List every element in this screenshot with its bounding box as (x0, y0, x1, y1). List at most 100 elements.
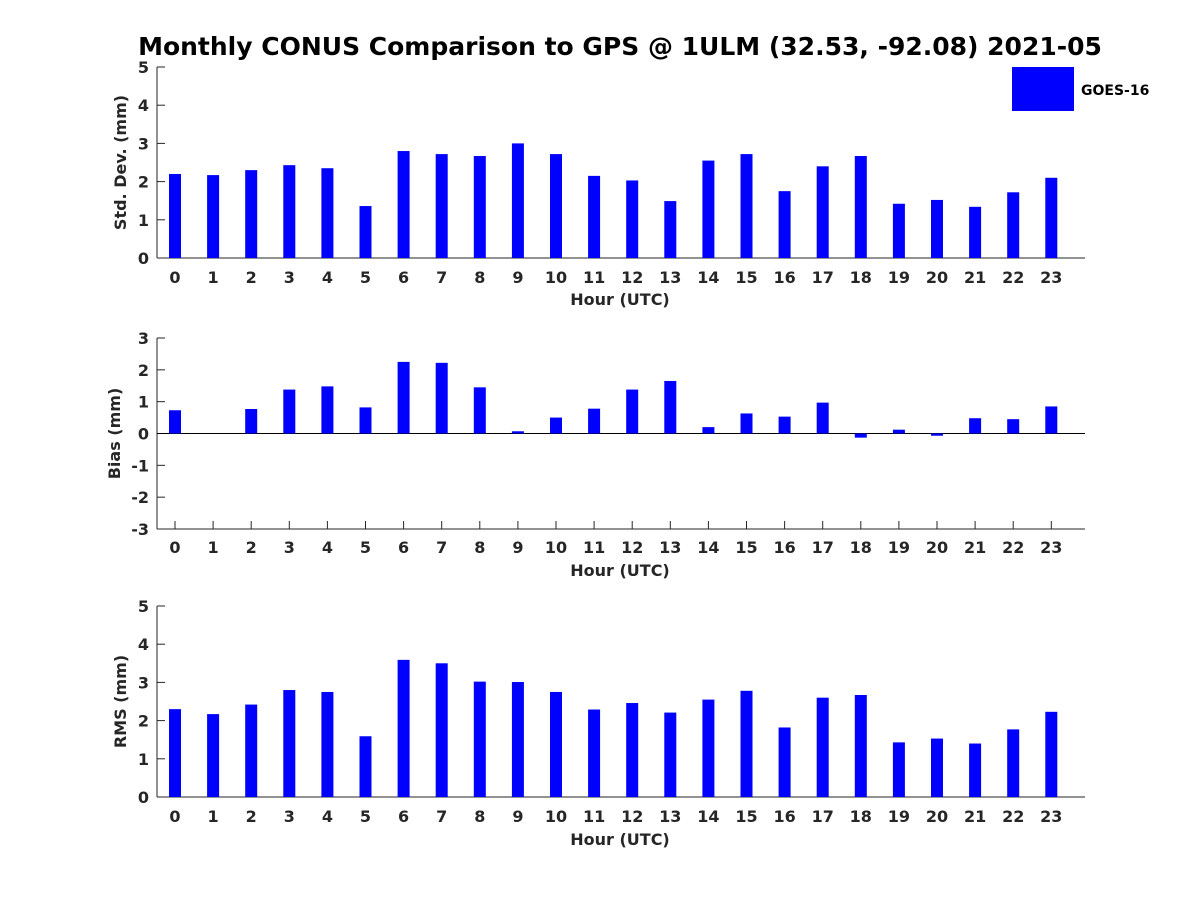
chart-title: Monthly CONUS Comparison to GPS @ 1ULM (… (138, 32, 1102, 61)
bar-hour-21 (969, 743, 982, 797)
x-tick-label: 5 (360, 538, 371, 557)
x-tick-label: 19 (888, 538, 910, 557)
y-tick-label: 1 (138, 393, 149, 412)
x-tick-label: 15 (735, 538, 757, 557)
x-tick-label: 13 (659, 807, 681, 826)
y-tick-label: 3 (138, 673, 149, 692)
y-axis-label: Bias (mm) (105, 388, 124, 480)
x-tick-label: 1 (208, 807, 219, 826)
x-tick-label: 20 (926, 807, 948, 826)
bar-hour-21 (969, 418, 982, 434)
bar-hour-11 (588, 175, 601, 258)
y-tick-label: 1 (138, 211, 149, 230)
x-tick-label: 18 (850, 807, 872, 826)
x-tick-label: 2 (246, 807, 257, 826)
y-tick-label: 3 (138, 329, 149, 348)
bar-hour-14 (702, 427, 715, 434)
bar-hour-14 (702, 160, 715, 258)
bar-hour-4 (321, 691, 334, 797)
bar-hour-10 (550, 691, 562, 797)
x-tick-label: 3 (284, 807, 295, 826)
y-tick-label: 2 (138, 361, 149, 380)
x-tick-label: 9 (512, 538, 523, 557)
legend-label: GOES-16 (1081, 83, 1149, 99)
bar-hour-12 (626, 389, 639, 434)
y-tick-label: 0 (138, 425, 149, 444)
x-tick-label: 1 (208, 268, 219, 287)
x-tick-label: 12 (621, 807, 643, 826)
x-tick-label: 13 (659, 268, 681, 287)
x-tick-label: 5 (360, 268, 371, 287)
bar-hour-6 (397, 361, 410, 434)
x-tick-label: 16 (773, 807, 795, 826)
x-tick-label: 16 (773, 538, 795, 557)
x-tick-label: 11 (583, 268, 605, 287)
y-tick-label: 5 (138, 58, 149, 77)
x-tick-label: 9 (512, 268, 523, 287)
bar-hour-18 (854, 433, 867, 438)
legend: GOES-16 (1012, 67, 1149, 111)
bar-hour-3 (283, 690, 296, 797)
bar-hour-2 (245, 170, 258, 258)
bar-hour-20 (931, 738, 943, 797)
y-axis-label: Std. Dev. (mm) (111, 95, 130, 230)
x-tick-label: 14 (697, 268, 719, 287)
x-tick-label: 7 (436, 268, 447, 287)
x-tick-label: 14 (697, 538, 719, 557)
x-tick-label: 12 (621, 538, 643, 557)
x-tick-label: 19 (888, 807, 910, 826)
x-tick-label: 14 (697, 807, 719, 826)
bar-hour-19 (892, 742, 905, 797)
x-tick-label: 2 (246, 268, 257, 287)
x-tick-label: 15 (735, 807, 757, 826)
x-tick-label: 4 (322, 538, 333, 557)
bar-hour-12 (626, 703, 639, 797)
y-tick-label: 2 (138, 712, 149, 731)
bar-hour-18 (854, 695, 867, 797)
x-tick-label: 10 (545, 268, 567, 287)
x-tick-label: 6 (398, 538, 409, 557)
bar-hour-1 (207, 714, 220, 797)
bar-hour-11 (588, 709, 601, 797)
y-tick-label: -3 (131, 520, 149, 539)
x-tick-label: 4 (322, 268, 333, 287)
bar-hour-9 (511, 143, 524, 258)
x-tick-label: 21 (964, 268, 986, 287)
x-tick-label: 19 (888, 268, 910, 287)
y-tick-label: 2 (138, 173, 149, 192)
x-tick-label: 8 (474, 538, 485, 557)
x-tick-label: 1 (208, 538, 219, 557)
x-tick-label: 3 (284, 538, 295, 557)
x-tick-label: 22 (1002, 807, 1024, 826)
bar-hour-7 (435, 362, 448, 434)
bar-hour-4 (321, 386, 334, 434)
bar-hour-23 (1045, 711, 1058, 797)
x-tick-label: 0 (169, 807, 180, 826)
x-tick-label: 4 (322, 807, 333, 826)
y-tick-label: 4 (138, 96, 149, 115)
bar-hour-5 (359, 736, 372, 797)
y-tick-label: 5 (138, 597, 149, 616)
bar-hour-22 (1007, 419, 1020, 434)
bar-hour-15 (740, 154, 753, 258)
bar-hour-8 (473, 156, 486, 258)
bar-hour-12 (626, 180, 639, 258)
bar-hour-3 (283, 389, 296, 434)
x-tick-label: 21 (964, 807, 986, 826)
bar-hour-0 (169, 173, 181, 258)
bar-hour-1 (207, 175, 220, 258)
x-tick-label: 10 (545, 538, 567, 557)
x-tick-label: 17 (812, 538, 834, 557)
bar-hour-18 (854, 156, 867, 258)
bar-hour-5 (359, 206, 372, 258)
x-tick-label: 20 (926, 268, 948, 287)
x-tick-label: 13 (659, 538, 681, 557)
bar-hour-16 (778, 191, 791, 258)
bar-hour-19 (892, 429, 905, 434)
bar-hour-5 (359, 407, 372, 434)
x-tick-label: 22 (1002, 538, 1024, 557)
